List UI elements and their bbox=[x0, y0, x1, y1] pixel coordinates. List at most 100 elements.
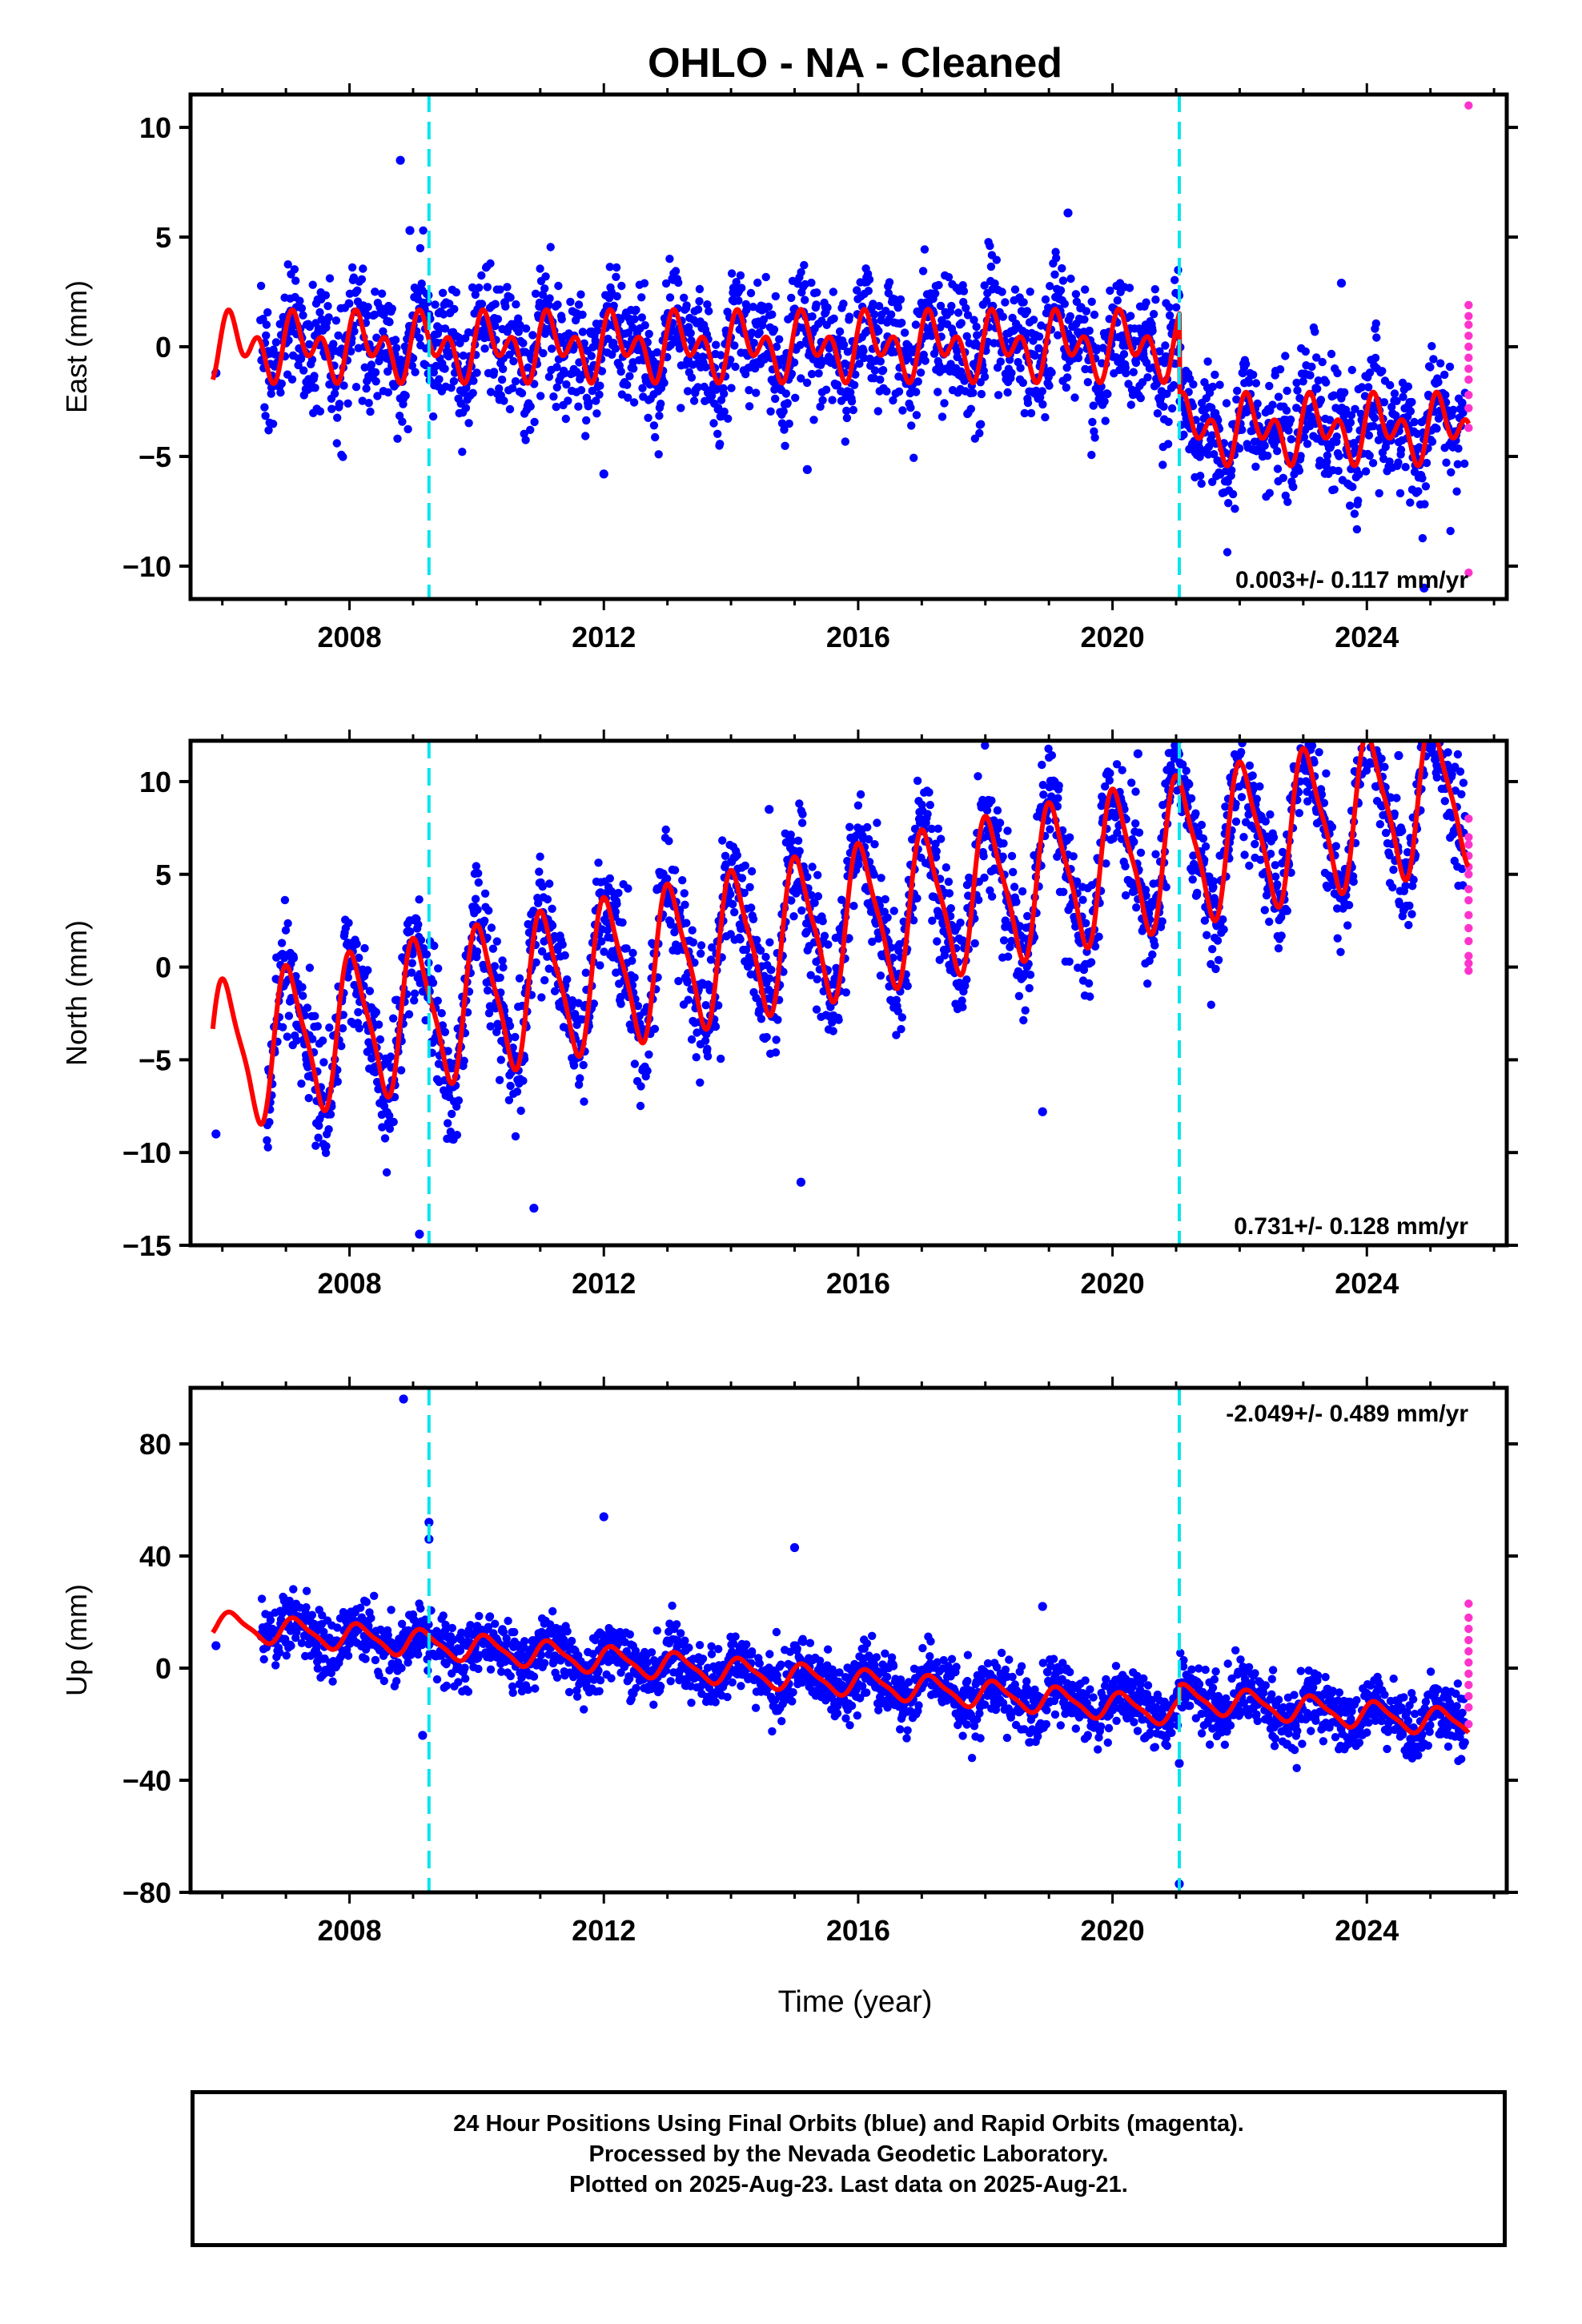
final-orbit-point bbox=[283, 1032, 291, 1041]
final-orbit-point bbox=[1245, 378, 1254, 387]
final-orbit-point bbox=[1299, 432, 1309, 442]
final-orbit-point bbox=[701, 1036, 710, 1045]
final-orbit-point bbox=[516, 1106, 525, 1116]
final-orbit-point bbox=[377, 289, 387, 298]
final-orbit-point bbox=[366, 407, 375, 416]
final-orbit-point bbox=[1007, 368, 1016, 377]
final-orbit-point bbox=[1355, 690, 1363, 698]
final-orbit-point bbox=[644, 413, 652, 422]
final-orbit-point bbox=[468, 283, 477, 292]
final-orbit-point bbox=[1232, 395, 1241, 404]
final-orbit-point bbox=[616, 367, 625, 376]
final-orbit-point bbox=[546, 243, 555, 251]
final-orbit-point bbox=[1210, 450, 1219, 459]
final-orbit-point bbox=[746, 288, 756, 298]
final-orbit-point bbox=[797, 818, 807, 827]
final-orbit-point bbox=[358, 396, 367, 405]
final-orbit-point bbox=[1021, 1006, 1030, 1015]
final-orbit-point bbox=[927, 332, 936, 340]
final-orbit-point bbox=[367, 360, 376, 369]
final-orbit-point bbox=[499, 364, 508, 373]
final-orbit-point bbox=[1265, 489, 1275, 497]
final-orbit-point bbox=[596, 961, 604, 970]
final-orbit-point bbox=[813, 975, 821, 984]
final-orbit-point bbox=[1387, 403, 1396, 412]
final-orbit-point bbox=[898, 406, 907, 415]
rapid-orbit-point bbox=[1464, 814, 1473, 823]
final-orbit-point bbox=[1282, 406, 1291, 415]
final-orbit-point bbox=[802, 378, 812, 388]
final-orbit-point bbox=[1443, 748, 1452, 757]
final-orbit-point bbox=[472, 947, 482, 956]
final-orbit-point bbox=[640, 279, 649, 287]
final-orbit-point bbox=[439, 310, 448, 319]
final-orbit-point bbox=[1363, 708, 1371, 716]
final-orbit-point bbox=[925, 788, 934, 797]
final-orbit-outlier bbox=[1133, 749, 1142, 758]
final-orbit-point bbox=[492, 937, 501, 946]
final-orbit-point bbox=[1424, 714, 1432, 722]
final-orbit-point bbox=[1100, 397, 1109, 406]
final-orbit-point bbox=[526, 425, 535, 434]
final-orbit-point bbox=[550, 987, 560, 995]
final-orbit-point bbox=[1374, 436, 1383, 444]
final-orbit-point bbox=[1251, 839, 1259, 849]
final-orbit-point bbox=[1041, 295, 1050, 304]
final-orbit-point bbox=[765, 938, 774, 947]
final-orbit-point bbox=[325, 274, 335, 283]
final-orbit-point bbox=[1039, 790, 1048, 799]
final-orbit-point bbox=[851, 370, 860, 379]
final-orbit-point bbox=[1327, 822, 1337, 832]
rapid-orbit-point bbox=[1464, 320, 1473, 329]
final-orbit-point bbox=[1103, 389, 1112, 399]
final-orbit-point bbox=[894, 387, 904, 396]
final-orbit-point bbox=[1389, 865, 1398, 875]
final-orbit-point bbox=[622, 944, 631, 953]
rapid-orbit-point bbox=[1464, 870, 1473, 879]
final-orbit-point bbox=[305, 322, 315, 332]
final-orbit-point bbox=[1368, 459, 1378, 468]
final-orbit-point bbox=[1106, 769, 1114, 778]
final-orbit-point bbox=[911, 320, 921, 329]
final-orbit-point bbox=[874, 327, 883, 336]
final-orbit-point bbox=[1446, 526, 1455, 536]
final-orbit-point bbox=[458, 448, 467, 456]
final-orbit-point bbox=[709, 419, 718, 428]
final-orbit-point bbox=[936, 323, 945, 332]
final-orbit-point bbox=[958, 1003, 967, 1011]
final-orbit-point bbox=[1301, 347, 1311, 356]
final-orbit-point bbox=[923, 810, 932, 818]
final-orbit-point bbox=[444, 352, 453, 361]
final-orbit-point bbox=[757, 1015, 766, 1023]
final-orbit-point bbox=[287, 375, 297, 384]
final-orbit-point bbox=[526, 402, 535, 411]
final-orbit-point bbox=[1441, 391, 1450, 400]
final-orbit-point bbox=[260, 403, 269, 412]
final-orbit-point bbox=[505, 1021, 515, 1031]
final-orbit-point bbox=[652, 348, 661, 357]
final-orbit-point bbox=[769, 325, 779, 334]
final-orbit-point bbox=[820, 931, 829, 940]
final-orbit-point bbox=[480, 889, 490, 899]
final-orbit-point bbox=[544, 300, 553, 309]
final-orbit-point bbox=[1279, 473, 1288, 482]
final-orbit-point bbox=[1347, 411, 1356, 420]
final-orbit-point bbox=[299, 366, 308, 375]
final-orbit-point bbox=[828, 396, 837, 404]
final-orbit-point bbox=[344, 919, 353, 927]
final-orbit-point bbox=[1253, 399, 1262, 408]
final-orbit-point bbox=[963, 311, 973, 320]
final-orbit-point bbox=[1047, 751, 1057, 760]
final-orbit-point bbox=[1442, 700, 1450, 708]
final-orbit-point bbox=[1018, 887, 1027, 896]
final-orbit-point bbox=[536, 852, 544, 861]
final-orbit-point bbox=[986, 262, 996, 271]
final-orbit-outlier bbox=[599, 469, 608, 479]
final-orbit-point bbox=[829, 314, 838, 323]
final-orbit-point bbox=[511, 377, 520, 386]
final-orbit-point bbox=[1122, 368, 1130, 378]
final-orbit-point bbox=[308, 280, 317, 289]
final-orbit-point bbox=[998, 287, 1006, 296]
final-orbit-point bbox=[1348, 482, 1357, 492]
